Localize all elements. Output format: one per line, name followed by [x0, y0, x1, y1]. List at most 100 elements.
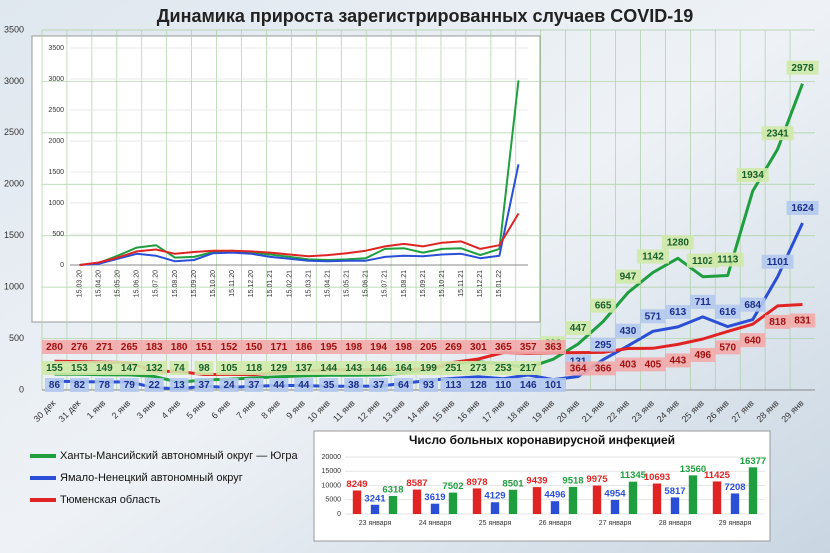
label-box	[739, 333, 766, 348]
value-label: 570	[719, 343, 736, 354]
label-box	[191, 340, 217, 354]
series-line	[79, 212, 520, 266]
value-label: 8978	[466, 477, 487, 488]
y-tick-label: 1000	[4, 282, 24, 292]
label-box	[394, 378, 414, 392]
label-box	[266, 361, 292, 375]
x-tick-label: 27 января	[599, 520, 632, 527]
label-box	[141, 361, 167, 375]
label-box	[91, 340, 118, 354]
value-label: 194	[370, 342, 387, 353]
value-label: 79	[124, 380, 136, 391]
label-box	[711, 252, 744, 267]
value-label: 4496	[544, 490, 565, 501]
value-label: 447	[570, 323, 587, 334]
label-box	[316, 361, 342, 375]
value-label: 37	[199, 380, 211, 391]
label-box	[41, 340, 68, 354]
value-label: 7502	[442, 481, 463, 492]
value-label: 153	[71, 363, 88, 374]
value-label: 405	[645, 359, 662, 370]
x-tick-label: 15.06.20	[134, 270, 141, 297]
label-box	[440, 378, 467, 392]
value-label: 4954	[604, 488, 626, 499]
value-label: 37	[248, 380, 260, 391]
value-label: 13560	[680, 464, 706, 475]
value-label: 147	[121, 363, 138, 374]
value-label: 271	[96, 342, 113, 353]
label-box	[419, 378, 438, 392]
label-box	[291, 340, 317, 354]
x-tick-label: 15.09.21	[420, 270, 427, 297]
label-box	[661, 235, 694, 250]
legend-label: Ханты-Мансийский автономный округ — Югра	[60, 450, 299, 462]
label-box	[266, 340, 292, 354]
label-box	[194, 361, 214, 375]
value-label: 7208	[724, 482, 745, 493]
y-tick-label: 2000	[48, 138, 64, 145]
value-label: 251	[445, 363, 462, 374]
x-tick-label: 15.05.20	[115, 270, 122, 297]
label-box	[244, 378, 264, 392]
y-tick-label: 15000	[322, 468, 342, 475]
label-box	[216, 340, 242, 354]
x-tick-label: 15.03.21	[305, 270, 312, 297]
value-label: 253	[495, 363, 512, 374]
bar	[370, 504, 380, 514]
label-box	[41, 361, 68, 375]
label-box	[241, 340, 267, 354]
y-tick-label: 0	[19, 384, 24, 394]
y-tick-label: 2500	[4, 127, 24, 137]
label-box	[686, 253, 719, 268]
value-label: 831	[794, 316, 811, 327]
label-box	[786, 60, 819, 75]
label-box	[66, 340, 93, 354]
value-label: 273	[470, 363, 487, 374]
label-box	[764, 314, 791, 329]
legend-label: Ямало-Ненецкий автономный округ	[60, 472, 243, 484]
value-label: 64	[398, 380, 410, 391]
bar	[628, 481, 638, 514]
y-tick-label: 3000	[4, 76, 24, 86]
value-label: 199	[420, 363, 437, 374]
label-box	[219, 378, 239, 392]
value-label: 180	[171, 342, 188, 353]
label-box	[565, 321, 591, 336]
label-box	[490, 361, 517, 375]
value-label: 86	[49, 380, 61, 391]
bar	[532, 487, 542, 514]
value-label: 198	[395, 342, 412, 353]
x-tick-label: 15.12.21	[477, 270, 484, 297]
y-tick-label: 20000	[322, 454, 342, 461]
value-label: 640	[744, 335, 761, 346]
bar	[430, 503, 440, 514]
value-label: 101	[545, 380, 562, 391]
value-label: 8587	[406, 478, 427, 489]
y-tick-label: 5000	[325, 497, 341, 504]
value-label: 146	[520, 380, 537, 391]
label-box	[465, 340, 492, 354]
label-box	[390, 361, 417, 375]
value-label: 11425	[704, 470, 731, 481]
label-box	[194, 378, 214, 392]
label-box	[241, 361, 267, 375]
label-box	[166, 340, 192, 354]
value-label: 2341	[766, 128, 789, 139]
value-label: 144	[320, 363, 337, 374]
bar	[688, 475, 698, 514]
bar	[352, 490, 362, 514]
x-tick-label: 15.02.21	[286, 270, 293, 297]
y-tick-label: 3500	[48, 45, 64, 52]
label-box	[761, 254, 794, 269]
label-box	[640, 309, 666, 324]
value-label: 665	[595, 301, 612, 312]
y-tick-label: 10000	[322, 482, 342, 489]
bar	[652, 483, 662, 514]
label-box	[761, 126, 794, 141]
label-box	[94, 378, 114, 392]
value-label: 5817	[664, 486, 685, 497]
value-label: 9439	[526, 476, 547, 487]
value-label: 82	[74, 380, 86, 391]
value-label: 1142	[642, 252, 664, 263]
